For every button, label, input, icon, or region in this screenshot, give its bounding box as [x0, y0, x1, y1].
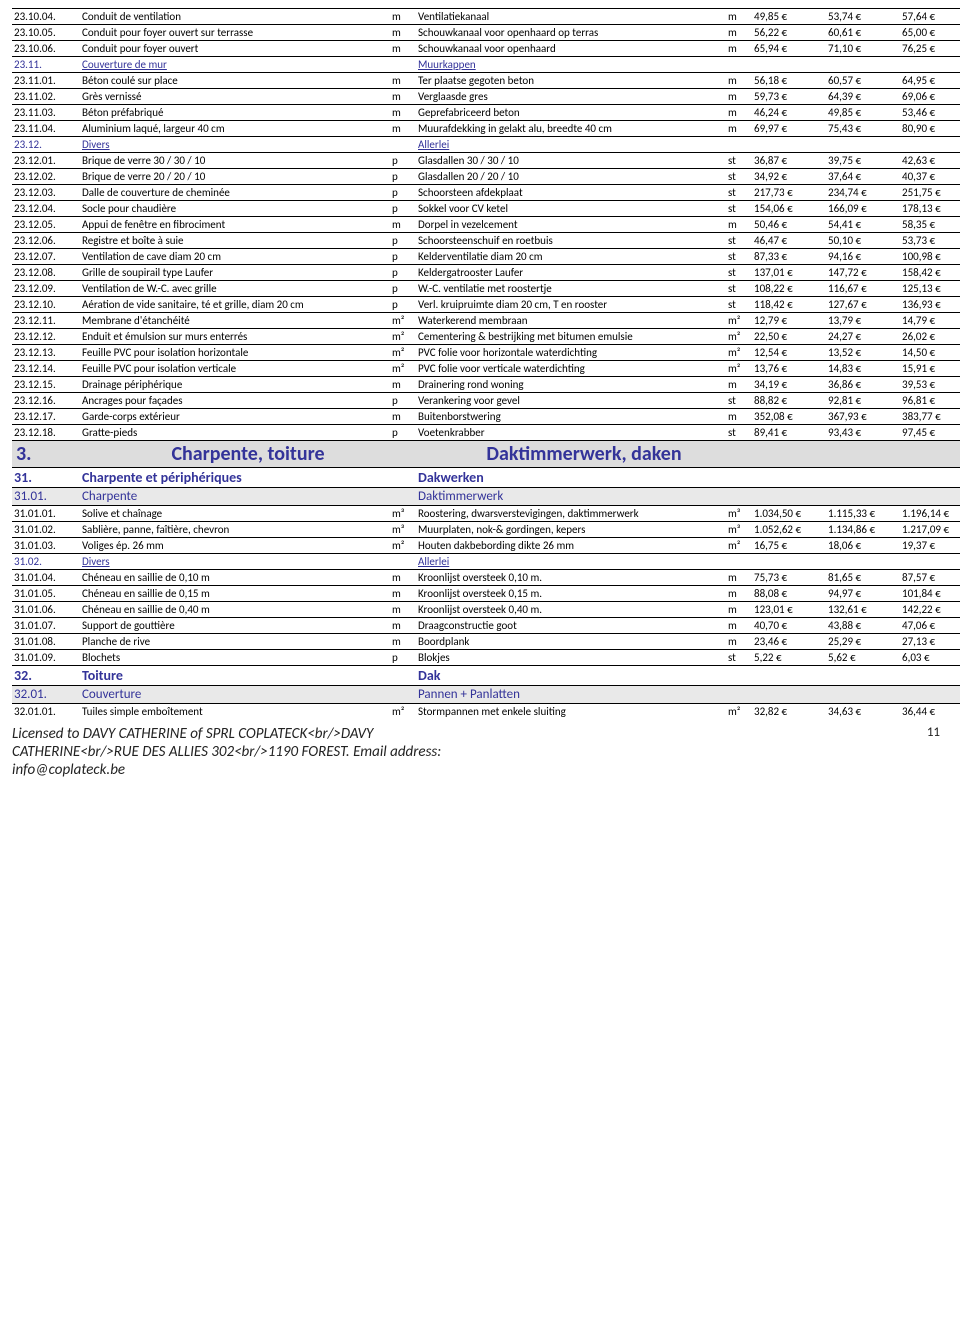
table-row: 23.10.05.Conduit pour foyer ouvert sur t…: [12, 25, 960, 41]
table-row: 23.12.10.Aération de vide sanitaire, té …: [12, 297, 960, 313]
table-row: 23.11.04.Aluminium laqué, largeur 40 cmm…: [12, 121, 960, 137]
table-row: 31.01.01.Solive et chaînagem³Roostering,…: [12, 506, 960, 522]
table-row: 23.12.DiversAllerlei: [12, 137, 960, 153]
table-row: 3.Charpente, toitureDaktimmerwerk, daken: [12, 441, 960, 468]
table-row: 32.01.01.Tuiles simple emboîtementm²Stor…: [12, 704, 960, 720]
table-row: 23.11.01.Béton coulé sur placemTer plaat…: [12, 73, 960, 89]
price-table: 23.10.04.Conduit de ventilationmVentilat…: [12, 8, 960, 719]
table-row: 23.12.03.Dalle de couverture de cheminée…: [12, 185, 960, 201]
table-row: 32.01.CouverturePannen + Panlatten: [12, 686, 960, 704]
table-row: 23.12.18.Gratte-piedspVoetenkrabberst89,…: [12, 425, 960, 441]
table-row: 23.12.11.Membrane d'étanchéitém²Waterker…: [12, 313, 960, 329]
table-row: 23.10.06.Conduit pour foyer ouvertmSchou…: [12, 41, 960, 57]
table-row: 23.12.05.Appui de fenêtre en fibrociment…: [12, 217, 960, 233]
footer-line-2: CATHERINE<br/>RUE DES ALLIES 302<br/>119…: [12, 743, 948, 761]
table-row: 31.01.08.Planche de rivemBoordplankm23,4…: [12, 634, 960, 650]
table-row: 31.01.06.Chéneau en saillie de 0,40 mmKr…: [12, 602, 960, 618]
table-row: 31.Charpente et périphériquesDakwerken: [12, 468, 960, 488]
table-row: 23.12.01.Brique de verre 30 / 30 / 10pGl…: [12, 153, 960, 169]
table-row: 23.12.07.Ventilation de cave diam 20 cmp…: [12, 249, 960, 265]
footer-line-1: Licensed to DAVY CATHERINE of SPRL COPLA…: [12, 725, 948, 743]
table-row: 23.12.08.Grille de soupirail type Laufer…: [12, 265, 960, 281]
table-row: 31.01.05.Chéneau en saillie de 0,15 mmKr…: [12, 586, 960, 602]
table-row: 23.12.06.Registre et boîte à suiepSchoor…: [12, 233, 960, 249]
table-row: 31.01.02.Sablière, panne, faîtière, chev…: [12, 522, 960, 538]
table-row: 23.12.09.Ventilation de W.-C. avec grill…: [12, 281, 960, 297]
table-row: 31.01.03.Voliges ép. 26 mmm²Houten dakbe…: [12, 538, 960, 554]
table-row: 23.12.13.Feuille PVC pour isolation hori…: [12, 345, 960, 361]
table-row: 31.01.04.Chéneau en saillie de 0,10 mmKr…: [12, 570, 960, 586]
table-row: 23.11.Couverture de murMuurkappen: [12, 57, 960, 73]
license-footer: Licensed to DAVY CATHERINE of SPRL COPLA…: [12, 725, 948, 779]
table-row: 23.12.15.Drainage périphériquemDrainerin…: [12, 377, 960, 393]
table-row: 31.01.09.BlochetspBlokjesst5,22 €5,62 €6…: [12, 650, 960, 666]
table-row: 31.02.DiversAllerlei: [12, 554, 960, 570]
table-row: 31.01.CharpenteDaktimmerwerk: [12, 488, 960, 506]
table-row: 23.11.03.Béton préfabriquémGeprefabricee…: [12, 105, 960, 121]
table-row: 23.12.16.Ancrages pour façadespVerankeri…: [12, 393, 960, 409]
table-row: 23.12.12.Enduit et émulsion sur murs ent…: [12, 329, 960, 345]
table-row: 31.01.07.Support de gouttièremDraagconst…: [12, 618, 960, 634]
table-row: 32.ToitureDak: [12, 666, 960, 686]
table-row: 23.12.02.Brique de verre 20 / 20 / 10pGl…: [12, 169, 960, 185]
page-number: 11: [927, 725, 940, 740]
table-row: 23.11.02.Grès vernissémVerglaasde gresm5…: [12, 89, 960, 105]
footer-line-3: info@coplateck.be: [12, 761, 948, 779]
table-row: 23.12.14.Feuille PVC pour isolation vert…: [12, 361, 960, 377]
table-row: 23.10.04.Conduit de ventilationmVentilat…: [12, 9, 960, 25]
table-row: 23.12.04.Socle pour chaudièrepSokkel voo…: [12, 201, 960, 217]
table-row: 23.12.17.Garde-corps extérieurmBuitenbor…: [12, 409, 960, 425]
